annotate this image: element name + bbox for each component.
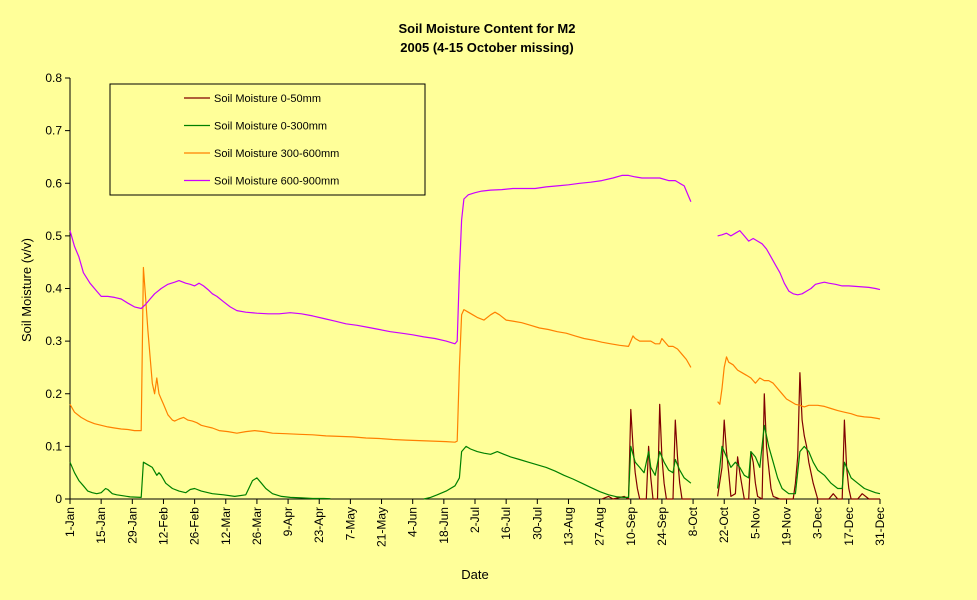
x-tick-label: 31-Dec: [873, 507, 887, 546]
series-line: [717, 230, 881, 296]
x-tick-label: 30-Jul: [530, 507, 544, 540]
y-tick-label: 0.8: [45, 71, 62, 85]
legend-label: Soil Moisture 600-900mm: [214, 176, 339, 188]
series-1: [69, 424, 881, 500]
series-line: [717, 356, 881, 420]
x-tick-label: 2-Jul: [468, 507, 482, 533]
x-tick-label: 13-Aug: [561, 507, 575, 546]
series-line: [69, 174, 692, 345]
series-group: [69, 174, 881, 500]
series-line: [601, 403, 691, 500]
x-tick-label: 12-Feb: [156, 507, 170, 545]
x-tick-label: 27-Aug: [593, 507, 607, 546]
x-tick-label: 16-Jul: [499, 507, 513, 540]
y-tick-label: 0.5: [45, 229, 62, 243]
x-tick-label: 24-Sep: [655, 507, 669, 546]
x-tick-label: 21-May: [375, 507, 389, 547]
y-ticks: 0 0.1 0.2 0.3 0.4 0.5 0.6 0.7 0.8: [45, 71, 70, 506]
y-tick-label: 0.6: [45, 176, 62, 190]
y-axis-title: Soil Moisture (v/v): [19, 238, 34, 342]
x-ticks: 1-Jan 15-Jan 29-Jan 12-Feb 26-Feb 12-Mar 26-Ma…: [63, 499, 887, 547]
x-tick-label: 29-Jan: [125, 507, 139, 544]
x-tick-label: 12-Mar: [219, 507, 233, 545]
y-tick-label: 0.4: [45, 282, 62, 296]
chart-subtitle: 2005 (4-15 October missing): [400, 40, 573, 55]
series-line: [423, 445, 692, 500]
x-tick-label: 23-Apr: [312, 507, 326, 543]
x-tick-label: 1-Jan: [63, 507, 77, 537]
x-tick-label: 4-Jun: [406, 507, 420, 537]
x-tick-label: 7-May: [343, 507, 357, 540]
legend-label: Soil Moisture 300-600mm: [214, 148, 339, 160]
legend: Soil Moisture 0-50mm Soil Moisture 0-300m…: [109, 83, 426, 196]
x-tick-label: 19-Nov: [780, 507, 794, 546]
x-tick-label: 17-Dec: [842, 507, 856, 546]
series-3: [69, 174, 881, 345]
x-tick-label: 3-Dec: [811, 507, 825, 539]
x-tick-label: 9-Apr: [281, 507, 295, 536]
x-tick-label: 22-Oct: [717, 506, 731, 543]
x-axis-title: Date: [461, 567, 488, 582]
legend-label: Soil Moisture 0-50mm: [214, 93, 321, 105]
x-tick-label: 8-Oct: [686, 506, 700, 536]
series-line: [717, 372, 880, 500]
series-2: [69, 266, 881, 443]
chart-title: Soil Moisture Content for M2: [399, 21, 576, 36]
y-tick-label: 0.1: [45, 439, 62, 453]
y-tick-label: 0.2: [45, 387, 62, 401]
series-line: [69, 461, 331, 500]
x-tick-label: 10-Sep: [624, 507, 638, 546]
x-tick-label: 18-Jun: [437, 507, 451, 544]
x-tick-label: 5-Nov: [748, 507, 762, 539]
y-tick-label: 0.7: [45, 124, 62, 138]
legend-label: Soil Moisture 0-300mm: [214, 121, 327, 133]
series-line: [717, 424, 881, 495]
legend-box: [109, 83, 426, 196]
series-0: [601, 372, 880, 500]
x-tick-label: 26-Mar: [250, 507, 264, 545]
series-line: [69, 266, 692, 443]
y-tick-label: 0: [55, 492, 62, 506]
x-tick-label: 26-Feb: [188, 507, 202, 545]
y-tick-label: 0.3: [45, 334, 62, 348]
x-tick-label: 15-Jan: [94, 507, 108, 544]
plot-area: [69, 78, 880, 500]
